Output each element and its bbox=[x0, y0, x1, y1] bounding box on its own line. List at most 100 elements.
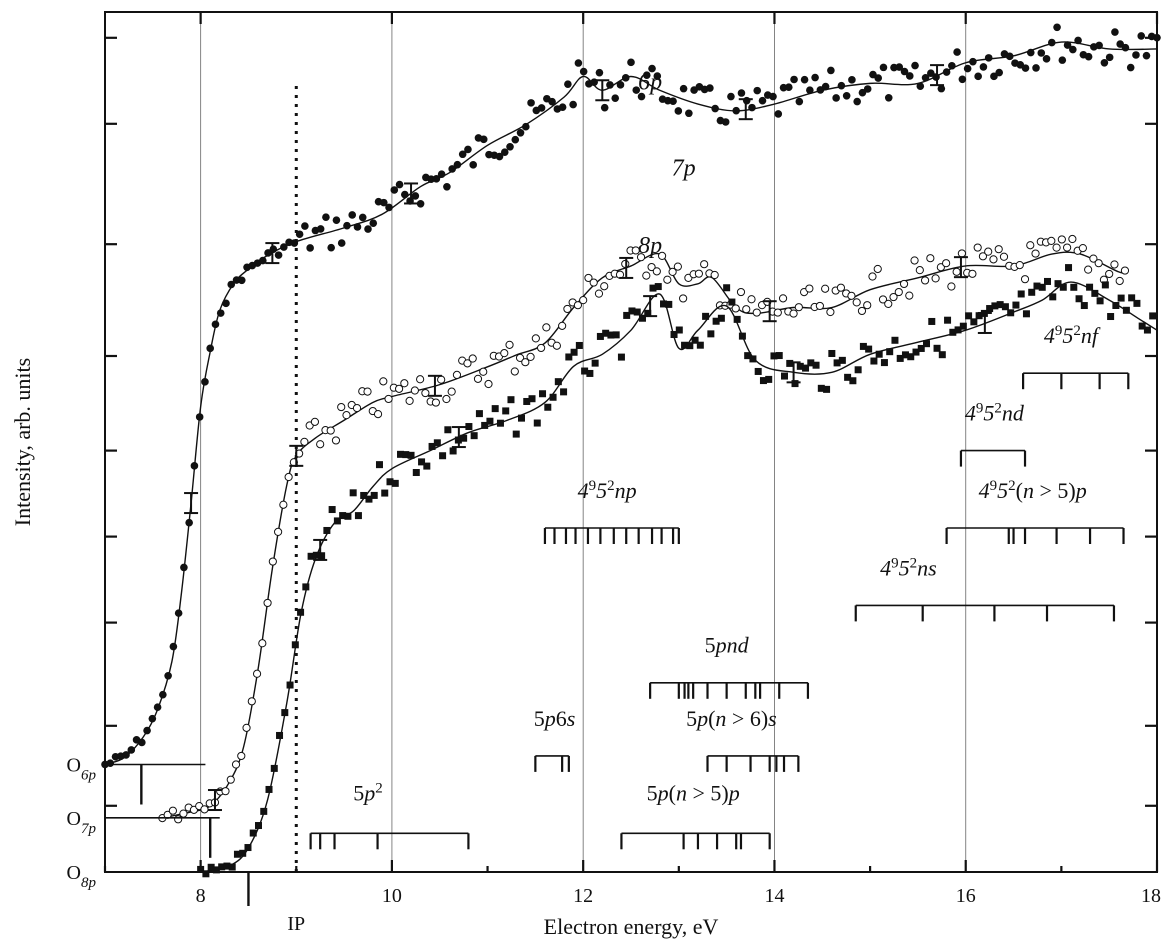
data-point bbox=[621, 74, 630, 82]
data-point bbox=[738, 332, 746, 340]
series-6p: 6p bbox=[101, 23, 1161, 769]
data-point bbox=[418, 458, 426, 466]
x-axis-label: Electron energy, eV bbox=[544, 914, 719, 939]
data-point bbox=[375, 461, 383, 469]
data-point bbox=[953, 48, 961, 56]
data-point bbox=[411, 192, 420, 200]
data-point bbox=[865, 345, 873, 353]
data-point bbox=[1037, 49, 1046, 57]
data-point bbox=[421, 388, 430, 398]
data-point bbox=[916, 82, 925, 90]
data-point bbox=[884, 93, 893, 102]
data-point bbox=[349, 489, 357, 497]
data-point bbox=[533, 419, 541, 427]
data-point bbox=[952, 267, 961, 276]
data-point bbox=[558, 321, 567, 330]
data-point bbox=[279, 500, 288, 509]
data-point bbox=[365, 495, 373, 503]
data-point bbox=[754, 367, 762, 375]
data-point bbox=[354, 512, 362, 520]
group-label-4d95s2n5p: 4952(n > 5)p bbox=[979, 478, 1087, 503]
data-point bbox=[638, 314, 646, 322]
data-point bbox=[270, 764, 278, 772]
data-point bbox=[1075, 295, 1083, 303]
data-point bbox=[965, 312, 973, 320]
data-point bbox=[669, 97, 677, 105]
data-point bbox=[458, 150, 467, 159]
data-point bbox=[381, 489, 389, 497]
data-point bbox=[727, 92, 735, 101]
data-point bbox=[280, 243, 288, 251]
data-point bbox=[933, 344, 941, 352]
data-point bbox=[496, 419, 504, 427]
data-point bbox=[505, 340, 514, 349]
data-point bbox=[901, 351, 909, 359]
data-point bbox=[758, 96, 767, 105]
data-point bbox=[611, 94, 620, 102]
data-point bbox=[464, 145, 472, 154]
data-point bbox=[802, 364, 810, 372]
data-point bbox=[318, 552, 326, 560]
data-point bbox=[853, 97, 861, 106]
data-point bbox=[996, 301, 1004, 309]
data-point bbox=[526, 352, 535, 361]
data-point bbox=[1137, 32, 1146, 40]
data-point bbox=[437, 170, 446, 178]
data-point bbox=[268, 557, 277, 566]
data-point bbox=[1086, 283, 1094, 291]
data-point bbox=[331, 436, 341, 445]
data-point bbox=[905, 72, 914, 80]
data-point bbox=[523, 397, 531, 405]
data-point bbox=[143, 726, 151, 735]
data-point bbox=[353, 223, 362, 231]
data-point bbox=[358, 213, 367, 222]
data-point bbox=[963, 64, 972, 73]
data-point bbox=[231, 760, 241, 769]
data-point bbox=[737, 89, 746, 97]
data-point bbox=[858, 88, 867, 97]
data-point bbox=[316, 225, 325, 233]
data-point bbox=[644, 309, 652, 317]
data-point bbox=[823, 385, 831, 393]
group-label-4d95s2ns: 4952ns bbox=[880, 555, 937, 580]
data-point bbox=[448, 165, 456, 173]
data-point bbox=[1074, 36, 1082, 45]
series-label: 8p bbox=[638, 233, 662, 259]
data-point bbox=[460, 434, 468, 442]
data-point bbox=[463, 359, 472, 368]
data-point bbox=[443, 182, 451, 191]
data-point bbox=[281, 709, 289, 717]
data-point bbox=[1116, 40, 1124, 48]
data-point bbox=[1121, 43, 1130, 52]
data-point bbox=[1120, 266, 1130, 275]
data-point bbox=[765, 375, 773, 383]
data-point bbox=[412, 469, 420, 477]
data-point bbox=[826, 307, 835, 317]
data-point bbox=[633, 308, 641, 316]
data-point bbox=[432, 175, 441, 183]
data-point bbox=[227, 280, 236, 289]
data-point bbox=[595, 68, 604, 77]
data-point bbox=[1068, 234, 1077, 244]
data-point bbox=[894, 287, 903, 297]
x-tick-label: 18 bbox=[1141, 885, 1161, 907]
data-point bbox=[307, 552, 315, 560]
data-point bbox=[970, 318, 978, 326]
data-point bbox=[444, 426, 452, 434]
data-point bbox=[291, 641, 299, 649]
data-point bbox=[1069, 45, 1077, 54]
data-point bbox=[995, 68, 1003, 77]
data-point bbox=[323, 526, 331, 534]
x-tick-label: 12 bbox=[573, 885, 593, 907]
data-point bbox=[1026, 241, 1035, 250]
data-point bbox=[928, 317, 936, 325]
group-label-5pn6s: 5p(n > 6)s bbox=[686, 706, 777, 731]
data-point bbox=[237, 751, 246, 761]
data-point bbox=[753, 86, 762, 95]
data-point bbox=[942, 68, 951, 76]
data-point bbox=[747, 295, 756, 304]
data-point bbox=[732, 106, 740, 115]
data-point bbox=[247, 697, 256, 706]
data-point bbox=[775, 352, 783, 360]
data-point bbox=[1105, 53, 1114, 62]
